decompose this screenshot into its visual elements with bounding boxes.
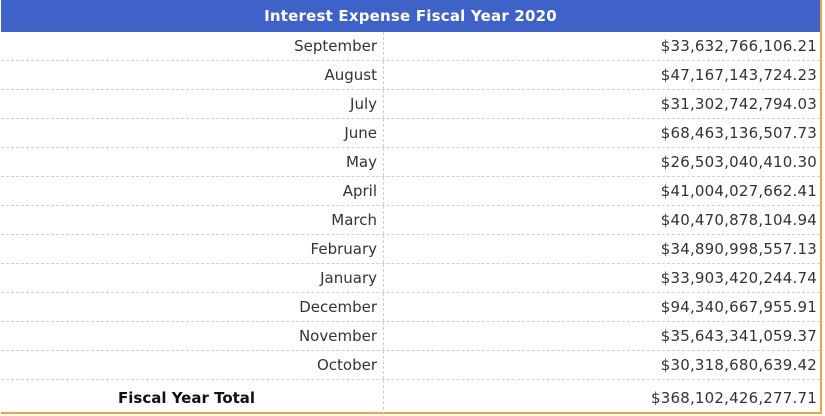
- table-row: August $47,167,143,724.23: [1, 61, 820, 90]
- table-row: September $33,632,766,106.21: [1, 32, 820, 61]
- month-label: April: [1, 177, 384, 205]
- fiscal-year-total-value: $368,102,426,277.71: [650, 388, 817, 407]
- table-row: October $30,318,680,639.42: [1, 351, 820, 380]
- amount-value: $40,470,878,104.94: [660, 211, 817, 229]
- amount-value: $41,004,027,662.41: [660, 182, 817, 200]
- month-label: May: [1, 148, 384, 176]
- amount-value: $30,318,680,639.42: [660, 356, 817, 374]
- month-label: July: [1, 90, 384, 118]
- table-row: January $33,903,420,244.74: [1, 264, 820, 293]
- amount-value: $33,903,420,244.74: [660, 269, 817, 287]
- amount-value: $35,643,341,059.37: [660, 327, 817, 345]
- month-label: December: [1, 293, 384, 321]
- month-label: August: [1, 61, 384, 89]
- month-label: September: [1, 32, 384, 60]
- fiscal-year-total-label: Fiscal Year Total: [1, 380, 384, 415]
- amount-value: $33,632,766,106.21: [660, 37, 817, 55]
- month-label: February: [1, 235, 384, 263]
- table-row: April $41,004,027,662.41: [1, 177, 820, 206]
- table-row: December $94,340,667,955.91: [1, 293, 820, 322]
- amount-value: $94,340,667,955.91: [660, 298, 817, 316]
- table-row: March $40,470,878,104.94: [1, 206, 820, 235]
- monthly-interest-table: September $33,632,766,106.21 August $47,…: [1, 32, 820, 415]
- table-row: May $26,503,040,410.30: [1, 148, 820, 177]
- amount-value: $31,302,742,794.03: [660, 95, 817, 113]
- month-label: March: [1, 206, 384, 234]
- table-title: Interest Expense Fiscal Year 2020: [1, 0, 820, 32]
- month-label: October: [1, 351, 384, 379]
- table-row: February $34,890,998,557.13: [1, 235, 820, 264]
- month-label: June: [1, 119, 384, 147]
- table-row: June $68,463,136,507.73: [1, 119, 820, 148]
- table-row: November $35,643,341,059.37: [1, 322, 820, 351]
- amount-value: $68,463,136,507.73: [660, 124, 817, 142]
- month-label: November: [1, 322, 384, 350]
- month-label: January: [1, 264, 384, 292]
- amount-value: $26,503,040,410.30: [660, 153, 817, 171]
- table-row: July $31,302,742,794.03: [1, 90, 820, 119]
- fiscal-year-total-row: Fiscal Year Total $368,102,426,277.71: [1, 380, 820, 415]
- amount-value: $47,167,143,724.23: [660, 66, 817, 84]
- amount-value: $34,890,998,557.13: [660, 240, 817, 258]
